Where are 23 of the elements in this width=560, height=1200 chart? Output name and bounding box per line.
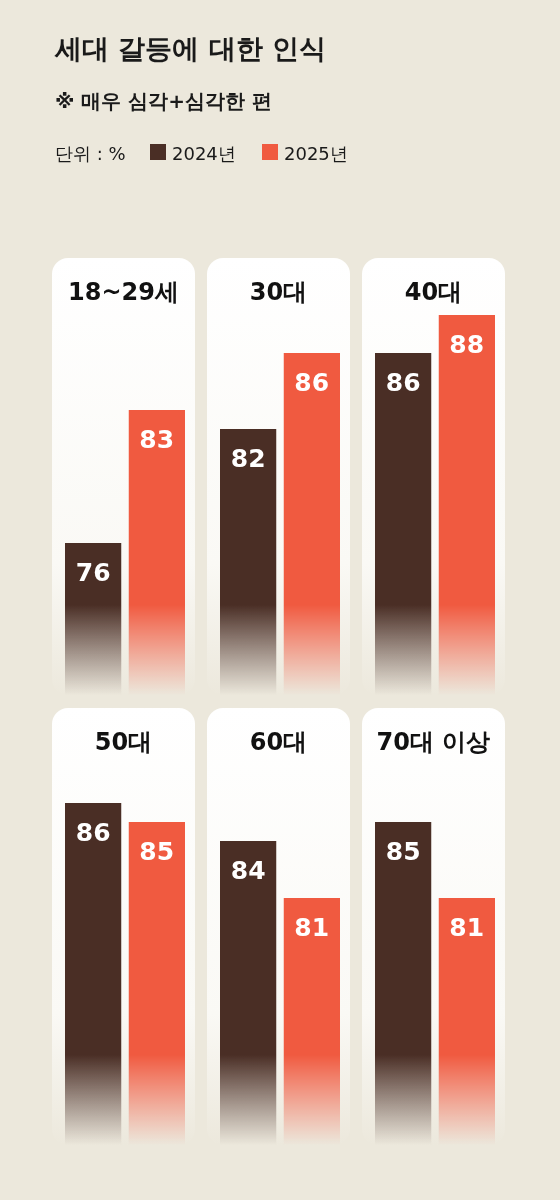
text: 60대 xyxy=(249,728,308,756)
data-label: 86 xyxy=(294,368,330,397)
data-label: 81 xyxy=(449,913,485,942)
legend-label: 2024년 xyxy=(172,143,236,164)
data-label: 85 xyxy=(139,837,175,866)
text: 50대 xyxy=(94,728,153,756)
text: 18~29세 xyxy=(68,278,179,306)
data-label: 81 xyxy=(294,913,330,942)
data-label: 76 xyxy=(75,558,111,587)
text: 단위 : % xyxy=(55,143,126,164)
text: ※ 매우 심각+심각한 편 xyxy=(55,89,273,113)
data-label: 86 xyxy=(385,368,421,397)
legend-label: 2025년 xyxy=(284,143,348,164)
data-label: 88 xyxy=(449,330,485,359)
text: 세대 갈등에 대한 인식 xyxy=(54,33,327,64)
data-label: 86 xyxy=(75,818,111,847)
data-label: 85 xyxy=(385,837,421,866)
text: 70대 이상 xyxy=(376,728,491,756)
text: 40대 xyxy=(404,278,463,306)
data-label: 83 xyxy=(139,425,175,454)
text: 30대 xyxy=(249,278,308,306)
data-label: 82 xyxy=(230,444,266,473)
data-label: 84 xyxy=(230,856,266,885)
